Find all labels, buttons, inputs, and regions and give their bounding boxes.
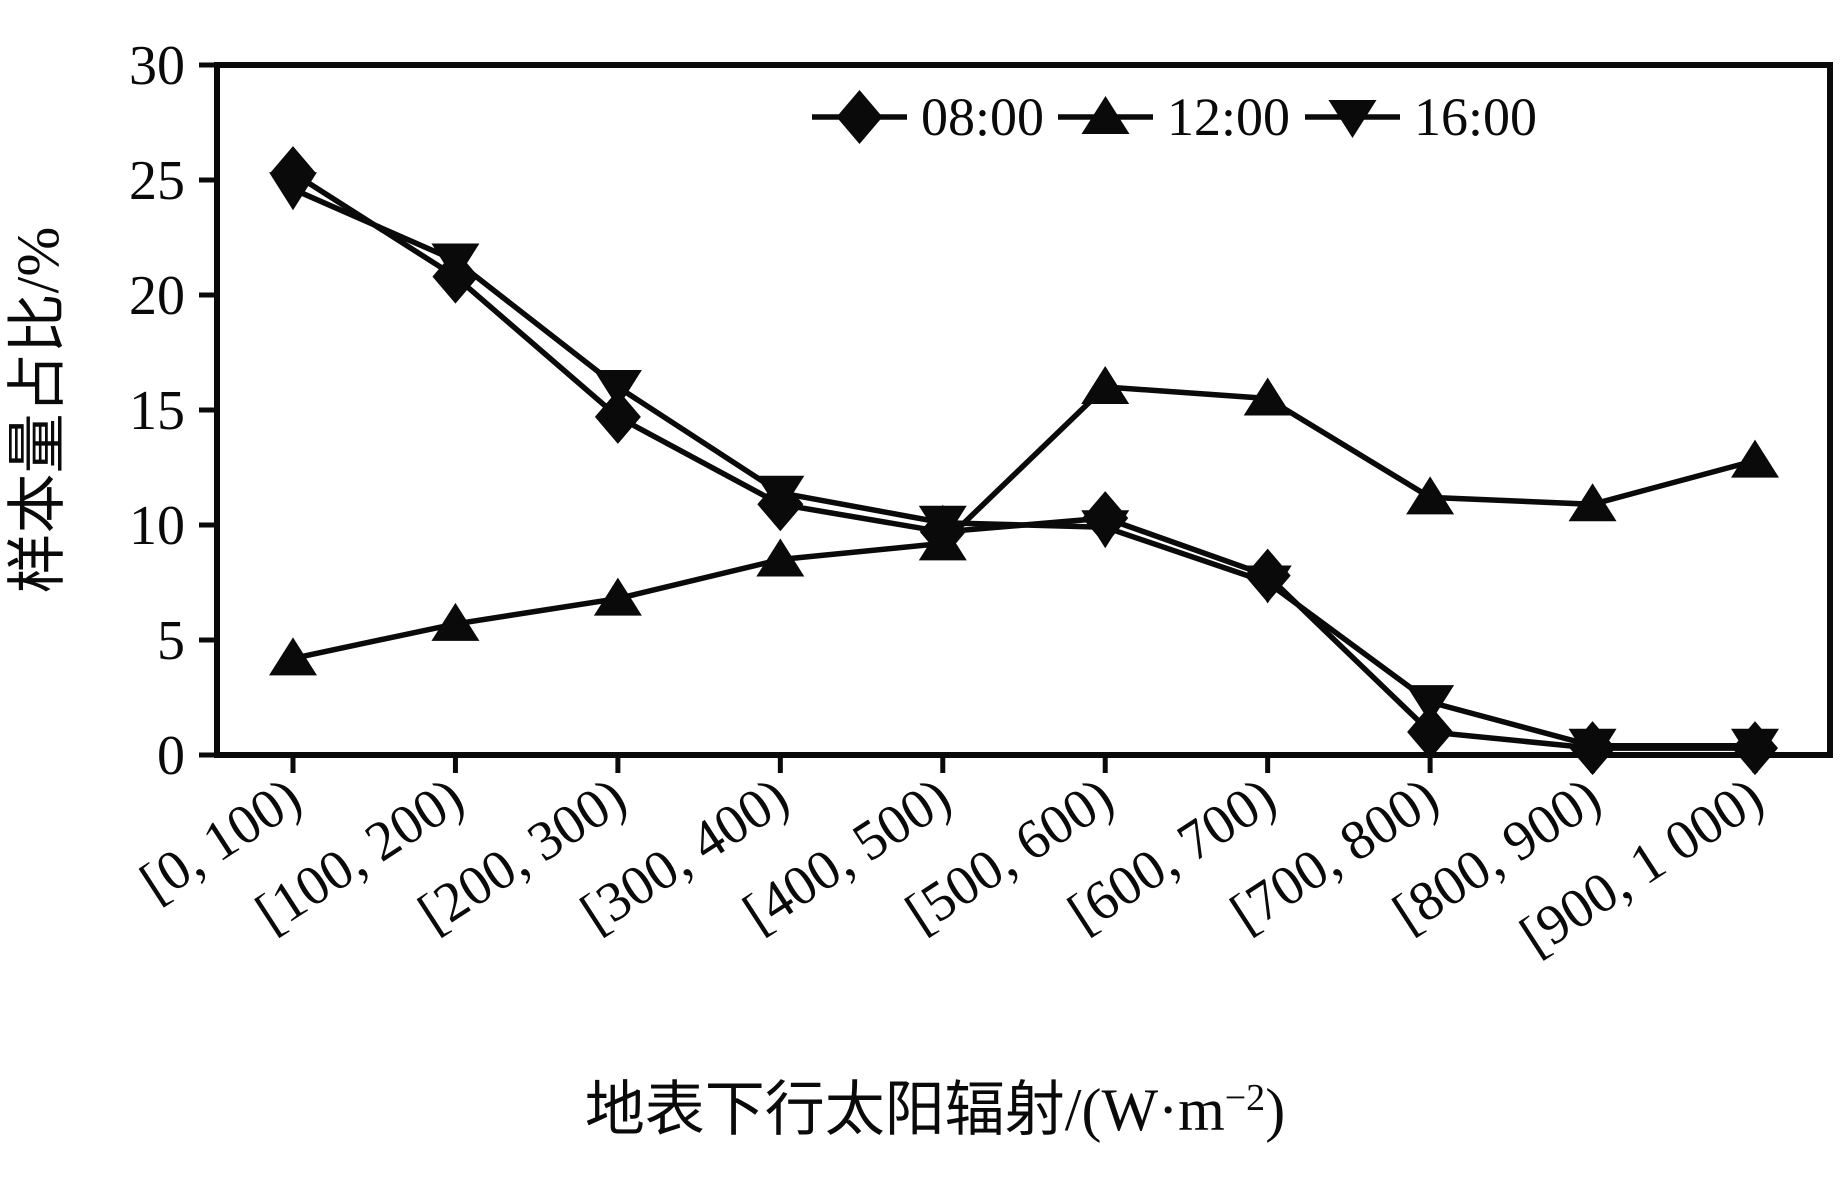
series-marker-08:00 [1244, 548, 1291, 603]
series-marker-12:00 [1243, 377, 1292, 416]
series-marker-12:00 [1568, 483, 1617, 522]
series-marker-08:00 [1732, 721, 1778, 776]
series-marker-12:00 [1731, 439, 1779, 478]
legend-marker-12:00 [1081, 96, 1130, 134]
series-marker-08:00 [1407, 705, 1454, 759]
series-line-12:00 [292, 384, 1756, 662]
y-tick-label: 10 [129, 495, 185, 557]
y-tick-label: 30 [129, 35, 185, 97]
x-axis-title: 地表下行太阳辐射/(W·m−2) [585, 1077, 1285, 1143]
y-tick-label: 25 [129, 150, 185, 212]
plot-frame [214, 62, 1833, 758]
series-marker-08:00 [432, 249, 479, 304]
y-tick-label: 15 [129, 380, 185, 442]
y-tick-label: 0 [157, 725, 185, 787]
series-line-08:00 [291, 170, 1755, 751]
series-marker-08:00 [270, 146, 316, 201]
legend-label: 08:00 [921, 87, 1044, 147]
series-marker-12:00 [1081, 366, 1130, 404]
series-marker-12:00 [431, 602, 480, 641]
series-marker-08:00 [594, 389, 641, 444]
series-marker-08:00 [919, 504, 966, 559]
series-marker-12:00 [756, 538, 805, 577]
y-tick-label: 20 [129, 265, 185, 327]
legend-label: 16:00 [1414, 87, 1537, 147]
series-marker-16:00 [593, 370, 642, 408]
legend-marker-16:00 [1328, 100, 1377, 138]
series-marker-08:00 [1082, 491, 1129, 546]
legend-label: 12:00 [1167, 87, 1290, 147]
legend-marker-08:00 [836, 90, 883, 144]
series-marker-12:00 [269, 637, 317, 676]
y-tick-label: 5 [157, 610, 185, 672]
series-marker-08:00 [1569, 721, 1616, 776]
series-marker-16:00 [1406, 685, 1455, 724]
series-marker-08:00 [757, 477, 804, 532]
series-marker-12:00 [593, 577, 642, 616]
series-marker-12:00 [1406, 476, 1455, 515]
y-axis-title: 样本量占比/% [5, 227, 71, 594]
